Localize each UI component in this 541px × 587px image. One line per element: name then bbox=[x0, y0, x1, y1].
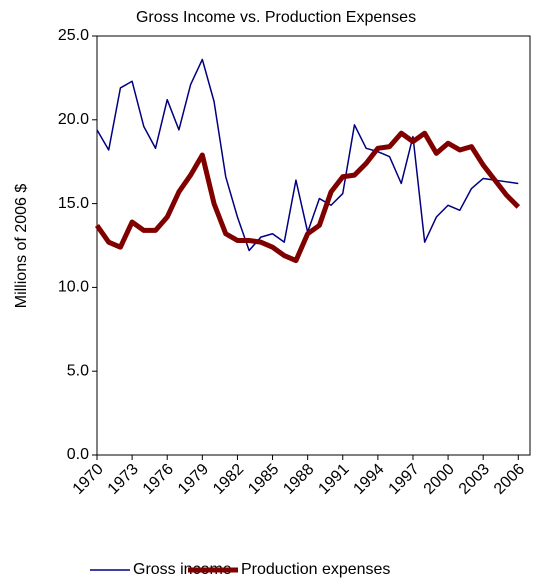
x-tick-label: 2000 bbox=[421, 461, 458, 498]
x-tick-label: 1970 bbox=[70, 461, 107, 498]
y-tick-label: 25.0 bbox=[58, 27, 89, 44]
x-tick-label: 2003 bbox=[456, 461, 493, 498]
y-tick-label: 5.0 bbox=[67, 362, 89, 379]
y-tick-label: 15.0 bbox=[58, 195, 89, 212]
chart-title: Gross Income vs. Production Expenses bbox=[136, 9, 416, 26]
x-tick-label: 1982 bbox=[210, 461, 247, 498]
x-tick-label: 1973 bbox=[105, 461, 142, 498]
plot-frame bbox=[96, 35, 531, 456]
series-line bbox=[94, 130, 521, 264]
y-tick-label: 10.0 bbox=[58, 279, 89, 296]
x-tick-label: 1988 bbox=[280, 461, 317, 498]
x-tick-label: 2006 bbox=[491, 461, 528, 498]
legend-label: Gross income bbox=[133, 561, 232, 578]
x-tick-label: 1997 bbox=[386, 461, 423, 498]
y-tick-label: 20.0 bbox=[58, 111, 89, 128]
y-tick-label: 0.0 bbox=[67, 446, 89, 463]
y-axis-label: Millions of 2006 $ bbox=[13, 184, 30, 309]
x-tick-label: 1979 bbox=[175, 461, 212, 498]
x-tick-label: 1976 bbox=[140, 461, 177, 498]
legend-label: Production expenses bbox=[241, 561, 390, 578]
x-tick-label: 1991 bbox=[315, 461, 352, 498]
x-tick-label: 1994 bbox=[350, 461, 387, 498]
x-tick-label: 1985 bbox=[245, 461, 282, 498]
